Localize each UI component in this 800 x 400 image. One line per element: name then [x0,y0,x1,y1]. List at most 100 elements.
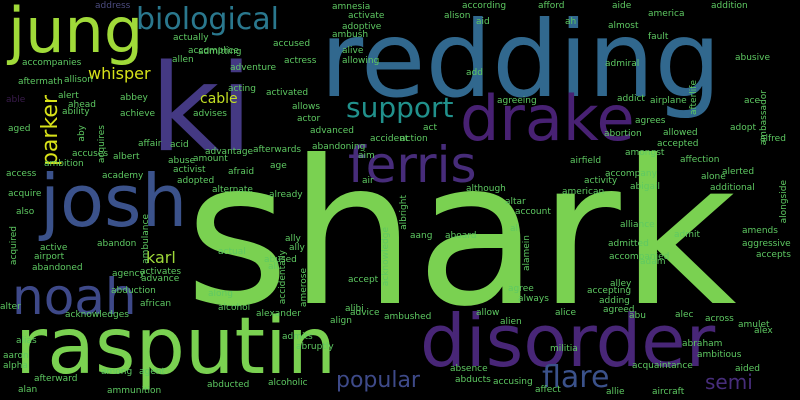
cloud-word: redding [320,0,722,121]
cloud-word: abandon [97,239,137,249]
cloud-word: militia [550,344,578,354]
cloud-word: afterlife [689,80,699,115]
cloud-word: abruptly [296,342,334,352]
cloud-word: aided [735,364,760,374]
cloud-word: allow [476,308,500,318]
cloud-word: alcohol [218,303,251,313]
cloud-word: admiral [605,59,640,69]
cloud-word: allie [606,387,625,397]
cloud-word: actual [218,247,246,257]
cloud-word: alert [58,91,79,101]
cloud-word: abraham [682,339,723,349]
cloud-word: additional [710,183,755,193]
cloud-word: shark [185,118,737,351]
cloud-word: afterward [34,374,78,384]
cloud-word: aide [612,1,632,11]
cloud-word: noah [12,268,137,326]
cloud-word: amends [742,226,778,236]
cloud-word: whisper [88,64,151,83]
cloud-word: allows [292,102,321,112]
cloud-word: alien [500,317,522,327]
cloud-word: albright [399,195,409,230]
cloud-word: alternate [212,185,253,195]
cloud-word: ah [565,17,577,27]
cloud-word: alter [0,302,21,312]
cloud-word: adopt [730,123,756,133]
cloud-word: popular [336,368,420,393]
cloud-word: affection [680,155,720,165]
cloud-word: altar [505,197,526,207]
cloud-word: almost [608,21,639,31]
cloud-word: activates [140,267,182,277]
cloud-word: academy [102,171,144,181]
cloud-word: alongside [779,180,789,224]
cloud-word: advises [193,109,227,119]
cloud-word: accept [348,275,379,285]
cloud-word: always [518,294,549,304]
cloud-word: abducts [455,375,491,385]
cloud-word: admits [282,332,313,342]
cloud-word: align [330,316,352,326]
cloud-word: abused [264,255,297,265]
cloud-word: ki [150,40,253,179]
cloud-word: advanced [310,126,354,136]
cloud-word: ahead [68,100,96,110]
cloud-word: ability [62,107,90,117]
cloud-word: ace [744,96,761,106]
cloud-word: across [705,314,734,324]
cloud-word: ambition [44,159,84,169]
cloud-word: afford [538,1,565,11]
cloud-word: amerose [299,268,309,308]
cloud-word: adam [640,257,666,267]
cloud-word: advance [141,274,180,284]
cloud-word: abandoning [312,142,366,152]
cloud-word: drake [460,82,635,155]
cloud-word: amnesia [332,2,371,12]
cloud-word: acquire [8,189,42,199]
cloud-word: account [515,207,551,217]
cloud-word: albert [113,152,140,162]
cloud-word: abbey [120,93,148,103]
cloud-word: ferris [348,136,477,194]
cloud-word: flare [542,360,610,395]
cloud-word: adopted [177,176,215,186]
cloud-word: actually [173,33,209,43]
cloud-word: abusive [735,53,770,63]
cloud-word: acknowledges [65,310,129,320]
cloud-word: acid [170,140,189,150]
cloud-word: able [6,95,26,105]
cloud-word: admitting [198,47,242,57]
cloud-word: allowed [663,128,698,138]
cloud-word: ally [285,234,301,244]
cloud-word: along [208,289,233,299]
cloud-word: agrees [635,116,666,126]
cloud-word: adding [599,296,630,306]
cloud-word: alec [675,310,694,320]
cloud-word: aircraft [652,387,685,397]
cloud-word: affect [535,385,561,395]
cloud-word: agent [139,367,165,377]
cloud-word: age [270,161,287,171]
cloud-word: alison [444,11,471,21]
cloud-word: aang [410,231,433,241]
cloud-word: alcoholic [268,378,308,388]
cloud-word: act [423,123,437,133]
cloud-word: amongst [625,148,665,158]
cloud-word: acquired [9,226,19,266]
cloud-word: ammunition [107,386,162,396]
cloud-word: abducted [207,380,250,390]
cloud-word: jung [8,0,144,67]
cloud-word: actor [297,114,321,124]
cloud-word: accompany [605,169,657,179]
cloud-word: agree [508,284,534,294]
cloud-word: alias [16,336,37,346]
cloud-word: alan [18,385,38,395]
cloud-word: accepting [587,286,632,296]
cloud-word: achieve [120,109,156,119]
cloud-word: adoptive [342,22,382,32]
cloud-word: absence [450,364,488,374]
cloud-word: address [95,1,131,11]
cloud-word: alice [555,308,577,318]
cloud-word: agreeing [497,96,537,106]
cloud-word: parker [38,95,63,167]
